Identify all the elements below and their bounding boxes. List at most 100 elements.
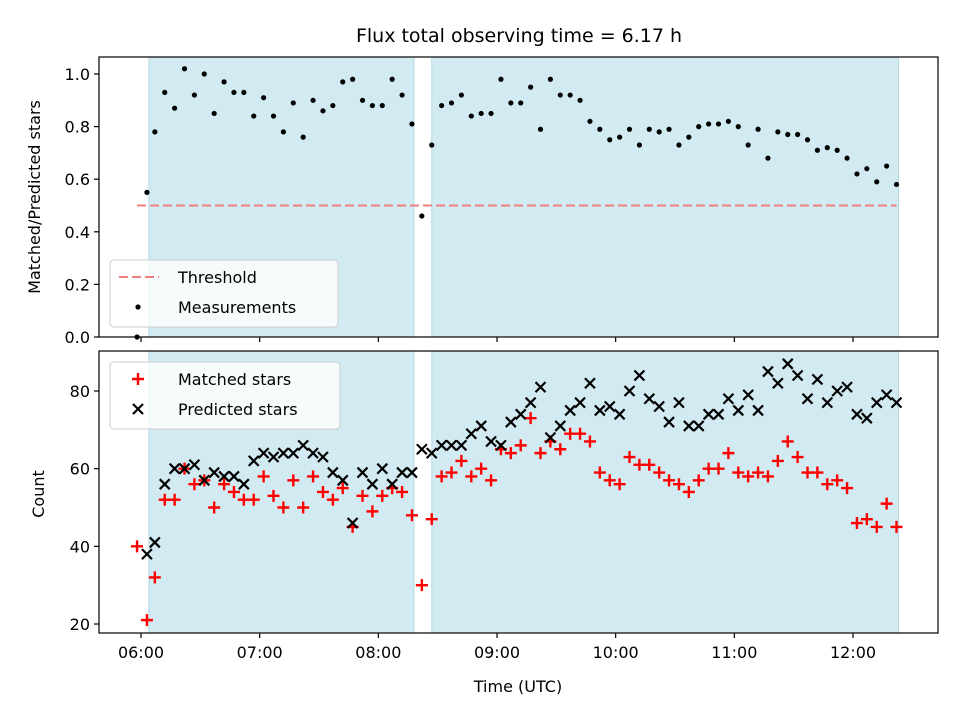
matched-stars-point	[168, 493, 181, 506]
predicted-stars-point	[198, 474, 211, 487]
measurements-point	[261, 95, 267, 101]
measurements-point	[587, 118, 593, 124]
predicted-stars-point	[613, 408, 626, 421]
matched-stars-point	[880, 497, 893, 510]
legend-predicted-marker	[132, 403, 144, 415]
predicted-stars-point	[772, 377, 784, 390]
matched-stars-point	[732, 466, 745, 479]
x-axis-label: Time (UTC)	[473, 677, 562, 696]
matched-stars-point	[811, 466, 824, 479]
measurements-point	[854, 171, 860, 177]
bottom-y-axis-label: Count	[29, 470, 48, 518]
predicted-stars-point	[168, 462, 181, 475]
measurements-point	[617, 134, 623, 140]
matched-stars-point	[781, 435, 794, 448]
matched-stars-point	[643, 458, 656, 471]
predicted-stars-point	[178, 462, 191, 475]
y-tick-label: 20	[70, 615, 90, 634]
predicted-stars-point	[811, 373, 824, 386]
measurements-point	[144, 189, 150, 195]
measurements-point	[458, 92, 464, 98]
measurements-point	[290, 100, 296, 106]
measurements-point	[893, 181, 900, 188]
matched-stars-point	[326, 493, 339, 506]
predicted-stars-point	[505, 416, 517, 428]
observing-interval-2	[431, 56, 899, 338]
matched-stars-point	[208, 501, 221, 514]
predicted-stars-point	[732, 404, 745, 417]
legend: Matched stars Predicted stars	[109, 361, 341, 430]
measurements-point	[626, 126, 633, 132]
measurements-point	[448, 100, 455, 106]
predicted-stars-point	[425, 447, 438, 459]
y-tick-label: 0.2	[65, 275, 90, 294]
measurements-point	[547, 76, 554, 82]
predicted-stars-point	[712, 408, 725, 421]
predicted-stars-point	[366, 478, 379, 490]
measurements-point	[152, 129, 158, 135]
x-tick-label: 12:00	[830, 643, 876, 662]
measurements-point	[864, 166, 870, 172]
matched-stars-point	[890, 520, 903, 533]
measurements-point	[379, 102, 385, 109]
predicted-stars-point	[376, 462, 389, 475]
predicted-stars-point	[228, 470, 240, 483]
legend-label: Measurements	[178, 298, 296, 317]
matched-stars-point	[307, 470, 320, 483]
measurements-point	[409, 121, 415, 127]
measurements-point	[814, 147, 821, 153]
matched-stars-point	[188, 478, 201, 491]
measurements-point	[330, 102, 336, 109]
predicted-stars-point	[890, 396, 903, 409]
matched-stars-point	[712, 462, 725, 475]
predicted-stars-point	[831, 385, 843, 397]
matched-stars-point	[218, 478, 231, 491]
measurements-point	[211, 110, 217, 117]
matched-stars-point	[870, 520, 883, 533]
matched-stars-point	[554, 443, 567, 456]
predicted-stars-point	[722, 392, 735, 405]
matched-stars-point	[425, 513, 438, 526]
predicted-stars-point	[238, 478, 250, 490]
predicted-stars-point	[534, 381, 547, 393]
matched-stars-point	[455, 454, 468, 467]
measurements-point	[607, 137, 613, 143]
matched-stars-point	[524, 412, 537, 425]
measurements-point	[844, 155, 850, 161]
predicted-stars-point	[663, 416, 675, 428]
predicted-stars-point	[603, 400, 616, 413]
predicted-stars-point	[880, 389, 893, 401]
measurements-point	[706, 121, 712, 127]
matched-stars-point	[247, 493, 260, 506]
measurements-point	[874, 179, 880, 185]
predicted-stars-point	[623, 385, 636, 397]
measurements-point	[359, 97, 366, 103]
predicted-stars-point	[317, 451, 329, 463]
matched-stars-point	[593, 466, 606, 479]
measurements-point	[518, 100, 524, 106]
measurements-point	[696, 124, 702, 130]
predicted-stars-point	[870, 396, 883, 409]
measurements-point	[468, 113, 474, 119]
matched-stars-point	[227, 485, 240, 498]
matched-stars-point	[415, 579, 428, 592]
measurements-point	[646, 126, 652, 132]
measurements-point	[834, 147, 840, 153]
measurements-point	[686, 134, 692, 140]
measurements-point	[785, 131, 791, 138]
matched-stars-point	[653, 466, 666, 479]
predicted-stars-point	[851, 408, 863, 421]
measurements-point	[369, 102, 375, 109]
matched-stars-point	[267, 489, 280, 502]
predicted-stars-point	[406, 466, 418, 479]
predicted-stars-point	[386, 478, 398, 490]
predicted-stars-point	[257, 447, 270, 459]
measurements-point	[577, 97, 583, 103]
legend-matched-marker	[132, 373, 144, 385]
predicted-stars-point	[445, 439, 458, 452]
predicted-stars-point	[485, 435, 497, 448]
matched-stars-point	[257, 470, 270, 483]
predicted-stars-point	[752, 404, 764, 417]
measurements-point	[162, 89, 168, 96]
